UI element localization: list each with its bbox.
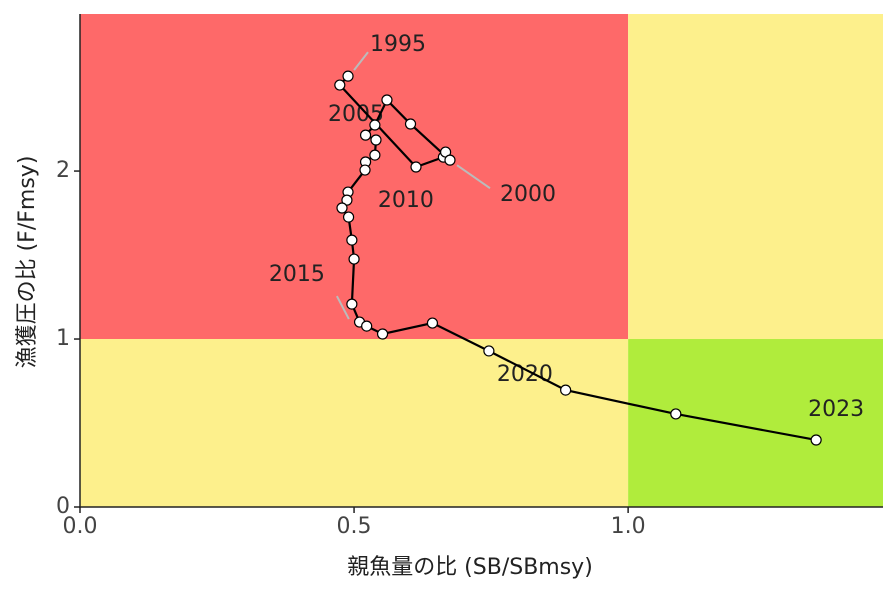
- point: [404, 118, 417, 130]
- y-tick-label: 0: [56, 494, 70, 519]
- point-label: 2010: [378, 188, 434, 213]
- point: [370, 134, 382, 146]
- zone-yellow: [80, 339, 629, 507]
- point: [369, 149, 381, 161]
- point: [410, 161, 422, 173]
- point: [334, 79, 346, 91]
- point: [342, 70, 354, 82]
- point: [369, 119, 381, 131]
- point: [361, 320, 373, 332]
- point: [336, 202, 348, 214]
- point-label: 2015: [269, 262, 325, 287]
- y-tick-label: 1: [56, 326, 70, 351]
- point-label: 2000: [500, 182, 556, 207]
- leader-line: [335, 295, 350, 320]
- y-tick-label: 2: [56, 158, 70, 183]
- y-axis-label: 漁獲圧の比 (F/Fmsy): [15, 156, 40, 369]
- point: [359, 129, 372, 141]
- point-label: 1995: [370, 32, 426, 57]
- point: [560, 384, 572, 396]
- x-axis-label: 親魚量の比 (SB/SBmsy): [347, 555, 593, 580]
- point: [346, 298, 358, 310]
- point: [376, 328, 389, 340]
- point: [381, 94, 393, 106]
- x-tick-label: 1.0: [611, 514, 646, 539]
- leader-line: [456, 164, 491, 189]
- zone-green: [628, 339, 883, 507]
- point: [670, 408, 682, 420]
- point: [426, 317, 439, 329]
- zone-yellow: [628, 14, 883, 340]
- point-label: 2020: [497, 362, 553, 387]
- point: [810, 434, 822, 446]
- point: [346, 234, 358, 246]
- point: [342, 211, 355, 223]
- point: [341, 194, 353, 206]
- point: [359, 164, 371, 176]
- x-tick-label: 0.0: [63, 514, 98, 539]
- point: [444, 154, 456, 166]
- leader-line: [353, 51, 369, 71]
- x-tick-label: 0.5: [337, 514, 372, 539]
- point-label: 2023: [808, 397, 864, 422]
- point: [348, 253, 360, 265]
- point: [483, 345, 495, 357]
- zone-red: [80, 14, 629, 340]
